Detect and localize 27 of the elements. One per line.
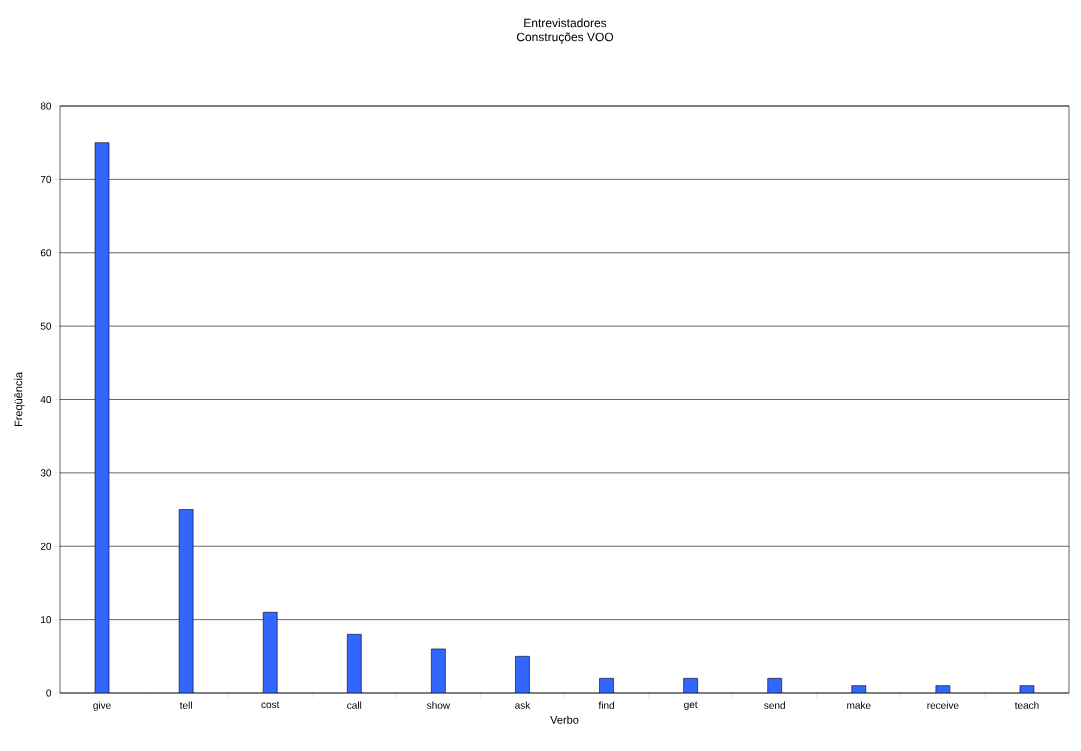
- x-tick-label: send: [764, 701, 785, 709]
- x-axis-title: Verbo: [550, 715, 579, 724]
- y-tick-label: 30: [40, 469, 52, 477]
- y-tick-label: 0: [46, 689, 52, 697]
- y-tick-label: 70: [40, 175, 52, 183]
- x-tick-label: find: [598, 701, 614, 709]
- y-tick-label: 40: [40, 395, 52, 404]
- x-tick-label: give: [93, 701, 111, 711]
- x-tick-label: receive: [927, 701, 959, 709]
- x-tick-label: cost: [261, 701, 280, 709]
- bar: [346, 634, 362, 693]
- x-tick-label: ask: [515, 701, 531, 709]
- x-tick-label: get: [684, 701, 698, 711]
- x-tick-label: teach: [1014, 701, 1039, 709]
- x-tick-label: call: [347, 701, 362, 709]
- x-tick-label: tell: [179, 701, 192, 709]
- y-tick-label: 80: [40, 102, 52, 110]
- y-tick-label: 60: [40, 249, 52, 257]
- y-tick-label: 20: [40, 542, 52, 550]
- x-tick-label: make: [847, 701, 871, 709]
- y-tick-label: 50: [40, 322, 52, 330]
- bar: [262, 611, 278, 693]
- chart-subtitle: Construções VOO: [516, 32, 614, 44]
- x-tick-label: show: [426, 701, 451, 709]
- y-axis-title: Freqüência: [14, 371, 25, 427]
- chart-title: Entrevistadores: [524, 18, 607, 28]
- y-tick-label: 10: [41, 616, 52, 624]
